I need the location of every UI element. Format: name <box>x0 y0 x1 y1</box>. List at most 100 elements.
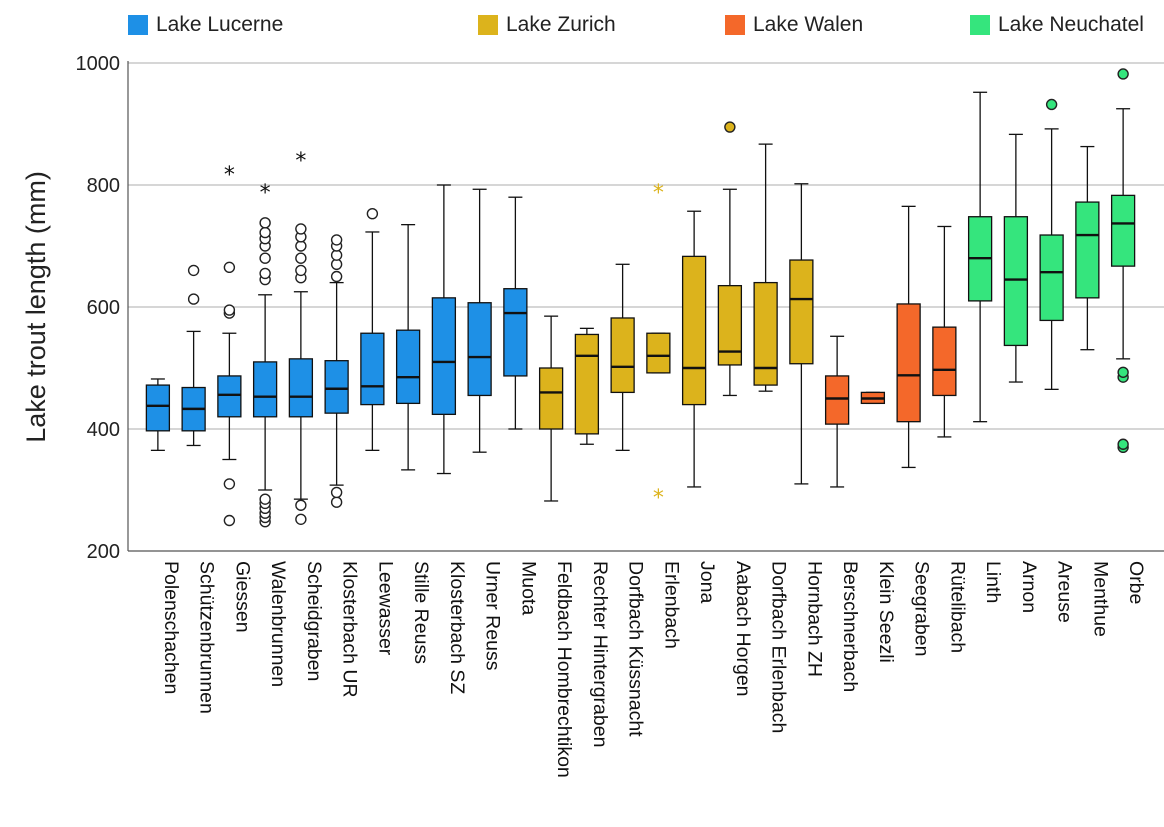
box <box>395 329 421 405</box>
outlier-point <box>223 304 236 316</box>
box <box>824 375 850 425</box>
legend-item: Lake Zurich <box>478 12 616 38</box>
x-tick-label: Urner Reuss <box>482 561 504 671</box>
x-tick-label: Arnon <box>1018 561 1040 613</box>
outlier-point <box>724 121 736 133</box>
legend-label: Lake Lucerne <box>156 13 284 36</box>
outlier-point <box>259 217 271 229</box>
box <box>717 284 743 366</box>
x-tick-label: Giessen <box>231 561 253 633</box>
y-tick-label: 400 <box>87 419 120 441</box>
x-tick-label: Klosterbach UR <box>339 561 361 698</box>
outlier-point <box>223 261 236 274</box>
box <box>145 384 171 432</box>
x-tick-label: Klosterbach SZ <box>446 561 468 694</box>
outlier-point <box>187 264 200 277</box>
x-tick-label: Areuse <box>1054 561 1076 623</box>
outlier-point <box>330 486 343 499</box>
outlier-point <box>1045 98 1058 111</box>
outlier-point <box>259 267 271 280</box>
x-tick-label: Klein Seezli <box>875 561 897 663</box>
box <box>1075 201 1100 299</box>
legend-item: Lake Walen <box>725 12 863 38</box>
box <box>1039 234 1064 322</box>
outlier-point <box>223 478 236 490</box>
box <box>574 333 600 435</box>
outlier-point <box>295 252 307 264</box>
legend-swatch <box>478 15 498 35</box>
x-tick-label: Walenbrunnen <box>267 561 289 687</box>
x-tick-label: Polenschachen <box>160 561 182 694</box>
box <box>288 358 314 418</box>
outlier-point <box>259 252 271 264</box>
extreme-point: * <box>260 181 271 206</box>
legend-label: Lake Walen <box>753 13 864 36</box>
outlier-point <box>295 223 307 235</box>
box <box>360 332 385 406</box>
y-tick-label: 1000 <box>76 53 121 75</box>
x-tick-label: Dorfbach Küssnacht <box>625 561 647 737</box>
x-tick-label: Stille Reuss <box>410 561 432 664</box>
x-tick-label: Rechter Hintergraben <box>589 561 611 747</box>
y-tick-label: 800 <box>87 175 120 197</box>
x-tick-label: Menthue <box>1089 561 1111 637</box>
outlier-point <box>330 234 343 246</box>
outlier-point <box>330 496 343 508</box>
y-tick-label: 600 <box>87 297 120 319</box>
x-tick-label: Orbe <box>1125 561 1147 604</box>
box <box>896 303 921 423</box>
legend-swatch <box>725 15 745 35</box>
legend-item: Lake Lucerne <box>128 12 283 38</box>
outlier-point <box>259 493 271 505</box>
outlier-point <box>366 207 379 220</box>
legend-item: Lake Neuchatel <box>970 12 1144 38</box>
y-tick-label: 200 <box>87 541 120 563</box>
x-tick-label: Rütelibach <box>946 561 968 653</box>
outlier-point <box>259 226 271 239</box>
extreme-point: * <box>653 486 664 511</box>
legend-label: Lake Neuchatel <box>998 13 1144 36</box>
x-tick-label: Aabach Horgen <box>732 561 754 697</box>
outlier-point <box>295 513 307 525</box>
x-tick-label: Berschnerbach <box>839 561 861 692</box>
box <box>252 361 278 418</box>
x-tick-label: Feldbach Hombrechtikon <box>553 561 575 778</box>
x-tick-label: Hornbach ZH <box>803 561 825 677</box>
box <box>753 281 778 386</box>
x-tick-label: Linth <box>982 561 1004 603</box>
x-tick-label: Leewasser <box>374 561 396 656</box>
box <box>467 302 492 397</box>
legend: Lake Lucerne Lake Zurich Lake Walen Lake Ne… <box>0 0 1164 50</box>
x-tick-label: Scheidgraben <box>303 561 325 681</box>
x-tick-label: Muota <box>517 561 539 615</box>
outlier-point <box>1117 366 1129 378</box>
x-tick-label: Dorfbach Erlenbach <box>768 561 790 733</box>
box <box>217 375 242 418</box>
box <box>646 332 671 374</box>
box <box>681 255 707 406</box>
box <box>538 367 564 430</box>
box <box>789 259 814 365</box>
outlier-point <box>295 264 307 277</box>
box <box>1110 194 1136 267</box>
extreme-point: * <box>295 149 306 174</box>
outlier-point <box>330 270 343 283</box>
x-tick-label: Jona <box>696 561 718 603</box>
box <box>1003 216 1029 347</box>
x-tick-label: Seegraben <box>911 561 933 656</box>
outlier-point <box>1117 438 1129 450</box>
extreme-point: * <box>224 163 235 188</box>
outlier-point <box>223 514 236 527</box>
box <box>503 288 528 377</box>
x-tick-label: Schützenbrunnen <box>196 561 218 714</box>
box <box>324 360 349 414</box>
outlier-point <box>187 293 200 305</box>
box <box>610 317 635 394</box>
y-axis-title: Lake trout length (mm) <box>21 171 51 443</box>
legend-swatch <box>970 15 990 35</box>
outlier-point <box>1117 68 1129 80</box>
extreme-point: * <box>653 181 664 206</box>
box <box>431 297 457 416</box>
legend-swatch <box>128 15 148 35</box>
